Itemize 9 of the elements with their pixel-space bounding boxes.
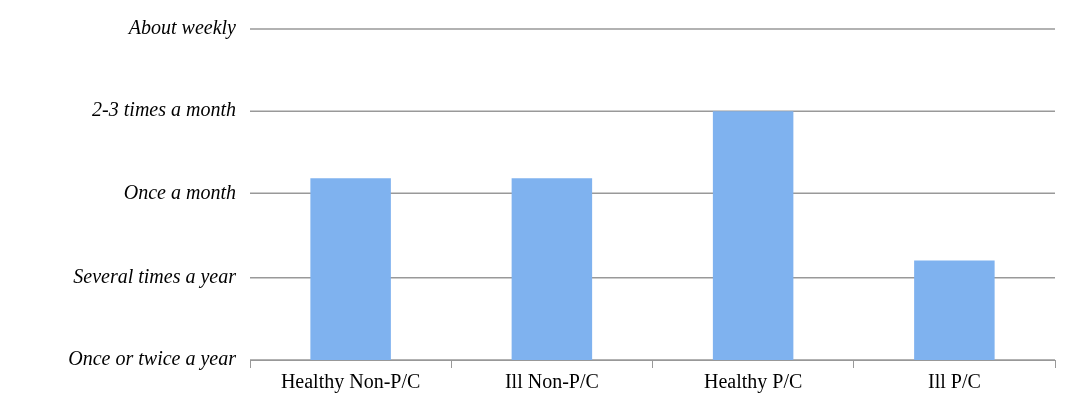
ref-line-label: Several times a year [73, 265, 237, 289]
ref-line-label: 2-3 times a month [92, 98, 236, 121]
ref-line-label: Once a month [123, 180, 236, 203]
x-tick-label: Healthy P/C [703, 370, 803, 394]
x-tick-label: Healthy Non-P/C [280, 370, 421, 394]
x-tick-label: Ill P/C [927, 370, 981, 393]
x-tick-label: Ill Non-P/C [504, 370, 599, 393]
ref-line-label: About weekly [126, 16, 237, 40]
ref-line-label: Once or twice a year [68, 347, 237, 371]
